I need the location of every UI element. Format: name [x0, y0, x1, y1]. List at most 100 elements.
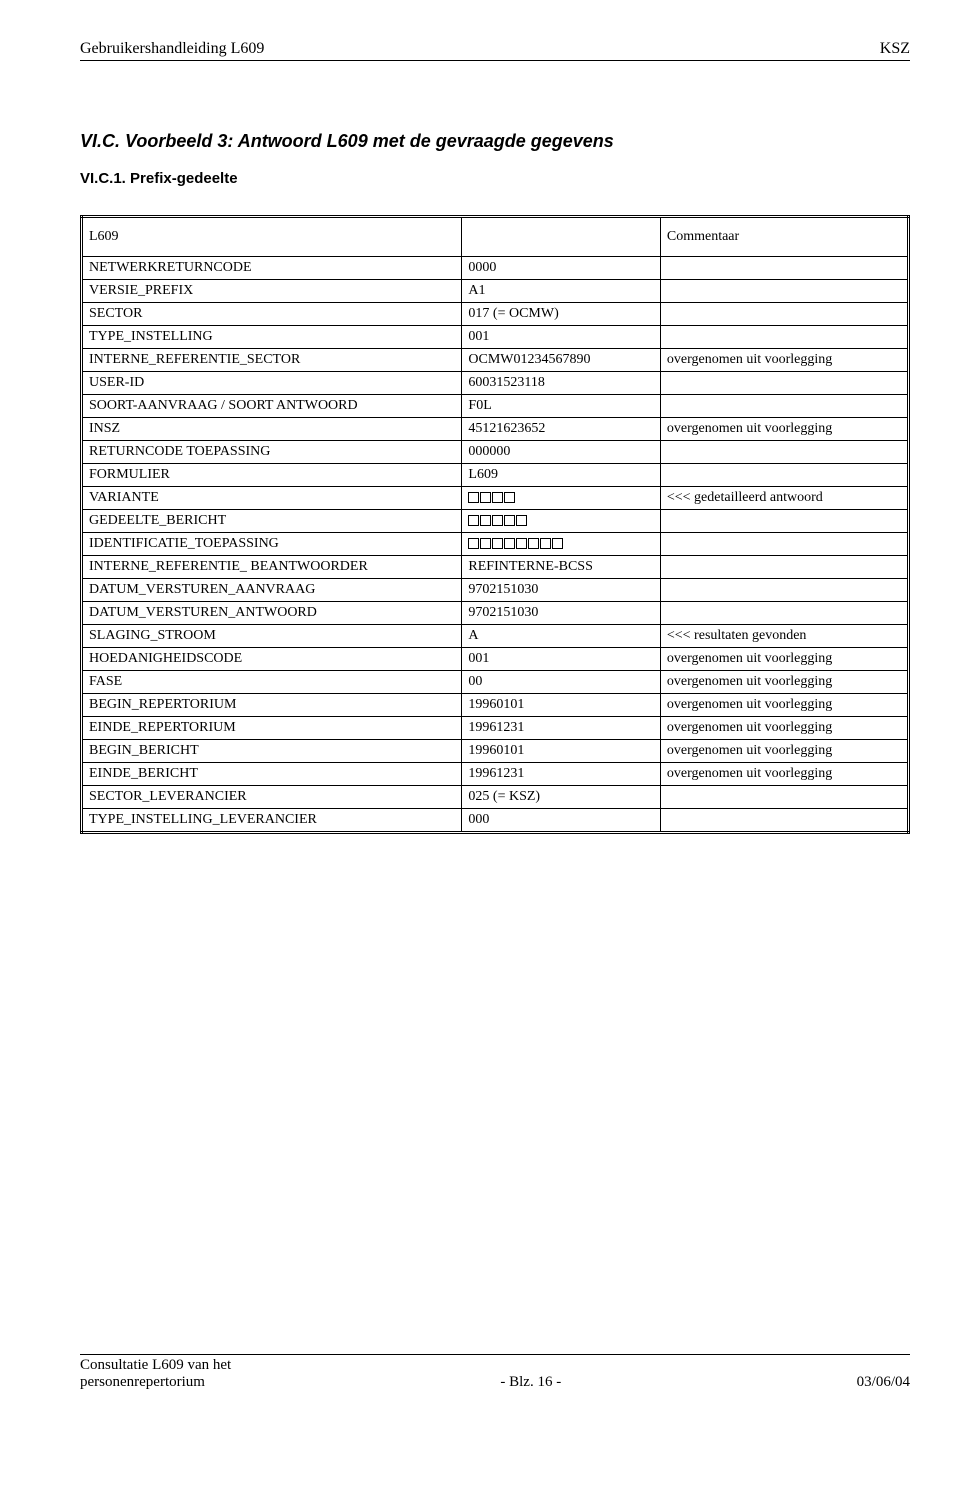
table-row: BEGIN_BERICHT19960101overgenomen uit voo…: [82, 740, 909, 763]
footer-rule: [80, 1354, 910, 1355]
row-field-name: VERSIE_PREFIX: [82, 280, 462, 303]
row-field-value: A: [462, 625, 660, 648]
row-field-value: 9702151030: [462, 602, 660, 625]
row-comment: [660, 395, 908, 418]
header-underline: [80, 60, 910, 61]
row-comment: <<< gedetailleerd antwoord: [660, 487, 908, 510]
box-icon: [492, 492, 503, 503]
row-field-name: HOEDANIGHEIDSCODE: [82, 648, 462, 671]
row-comment: overgenomen uit voorlegging: [660, 740, 908, 763]
row-field-value: 60031523118: [462, 372, 660, 395]
table-row: GEDEELTE_BERICHT: [82, 510, 909, 533]
row-field-name: SECTOR_LEVERANCIER: [82, 786, 462, 809]
table-row: SECTOR017 (= OCMW): [82, 303, 909, 326]
row-field-name: INSZ: [82, 418, 462, 441]
row-comment: overgenomen uit voorlegging: [660, 648, 908, 671]
row-field-value: L609: [462, 464, 660, 487]
row-field-name: FORMULIER: [82, 464, 462, 487]
row-field-value: [462, 533, 660, 556]
row-comment: <<< resultaten gevonden: [660, 625, 908, 648]
row-comment: [660, 280, 908, 303]
table-row: FORMULIERL609: [82, 464, 909, 487]
row-field-name: SOORT-AANVRAAG / SOORT ANTWOORD: [82, 395, 462, 418]
row-field-value: 45121623652: [462, 418, 660, 441]
row-field-name: INTERNE_REFERENTIE_ BEANTWOORDER: [82, 556, 462, 579]
row-field-name: EINDE_REPERTORIUM: [82, 717, 462, 740]
footer-left-line2: personenrepertorium: [80, 1374, 205, 1391]
row-field-name: BEGIN_BERICHT: [82, 740, 462, 763]
header-left: Gebruikershandleiding L609: [80, 40, 264, 58]
row-field-value: 000: [462, 809, 660, 833]
footer-left-line1: Consultatie L609 van het: [80, 1357, 910, 1374]
row-comment: [660, 257, 908, 280]
subsection-heading: VI.C.1. Prefix-gedeelte: [80, 170, 910, 187]
row-comment: overgenomen uit voorlegging: [660, 671, 908, 694]
row-field-value: F0L: [462, 395, 660, 418]
row-comment: overgenomen uit voorlegging: [660, 418, 908, 441]
row-field-value: 19960101: [462, 694, 660, 717]
table-row: RETURNCODE TOEPASSING000000: [82, 441, 909, 464]
row-field-name: TYPE_INSTELLING_LEVERANCIER: [82, 809, 462, 833]
table-row: TYPE_INSTELLING_LEVERANCIER000: [82, 809, 909, 833]
row-field-name: DATUM_VERSTUREN_AANVRAAG: [82, 579, 462, 602]
row-field-value: 001: [462, 326, 660, 349]
box-icon: [528, 538, 539, 549]
row-comment: [660, 303, 908, 326]
title-label-cell: L609: [82, 217, 462, 257]
box-icon: [492, 515, 503, 526]
row-field-value: 19961231: [462, 763, 660, 786]
row-field-value: A1: [462, 280, 660, 303]
row-field-value: OCMW01234567890: [462, 349, 660, 372]
header-right: KSZ: [880, 40, 910, 58]
box-icon: [492, 538, 503, 549]
row-field-value: 00: [462, 671, 660, 694]
table-row: HOEDANIGHEIDSCODE001overgenomen uit voor…: [82, 648, 909, 671]
row-field-name: IDENTIFICATIE_TOEPASSING: [82, 533, 462, 556]
row-field-name: EINDE_BERICHT: [82, 763, 462, 786]
box-icon: [468, 515, 479, 526]
row-comment: overgenomen uit voorlegging: [660, 763, 908, 786]
row-field-name: INTERNE_REFERENTIE_SECTOR: [82, 349, 462, 372]
row-field-value: 9702151030: [462, 579, 660, 602]
row-field-name: USER-ID: [82, 372, 462, 395]
title-middle-cell: [462, 217, 660, 257]
row-field-value: [462, 487, 660, 510]
table-row: NETWERKRETURNCODE0000: [82, 257, 909, 280]
row-comment: overgenomen uit voorlegging: [660, 717, 908, 740]
table-row: SLAGING_STROOMA<<< resultaten gevonden: [82, 625, 909, 648]
row-field-value: 0000: [462, 257, 660, 280]
box-icon: [504, 515, 515, 526]
row-comment: [660, 533, 908, 556]
row-field-name: GEDEELTE_BERICHT: [82, 510, 462, 533]
row-field-value: 000000: [462, 441, 660, 464]
box-icon: [504, 492, 515, 503]
box-icon: [552, 538, 563, 549]
empty-boxes: [468, 490, 516, 505]
prefix-table: L609CommentaarNETWERKRETURNCODE0000VERSI…: [80, 215, 910, 834]
row-field-name: FASE: [82, 671, 462, 694]
row-field-name: SLAGING_STROOM: [82, 625, 462, 648]
box-icon: [480, 515, 491, 526]
footer-right: 03/06/04: [857, 1374, 910, 1391]
page-header: Gebruikershandleiding L609 KSZ: [80, 40, 910, 58]
box-icon: [468, 538, 479, 549]
row-comment: [660, 786, 908, 809]
row-comment: [660, 510, 908, 533]
table-row: SECTOR_LEVERANCIER025 (= KSZ): [82, 786, 909, 809]
row-field-value: 19960101: [462, 740, 660, 763]
section-heading: VI.C. Voorbeeld 3: Antwoord L609 met de …: [80, 131, 910, 152]
table-row: FASE00overgenomen uit voorlegging: [82, 671, 909, 694]
row-field-value: 017 (= OCMW): [462, 303, 660, 326]
table-row: INTERNE_REFERENTIE_ BEANTWOORDERREFINTER…: [82, 556, 909, 579]
row-comment: [660, 464, 908, 487]
box-icon: [468, 492, 479, 503]
table-row: EINDE_BERICHT19961231overgenomen uit voo…: [82, 763, 909, 786]
table-title-row: L609Commentaar: [82, 217, 909, 257]
row-field-name: VARIANTE: [82, 487, 462, 510]
row-field-value: [462, 510, 660, 533]
row-comment: overgenomen uit voorlegging: [660, 349, 908, 372]
box-icon: [516, 538, 527, 549]
table-row: DATUM_VERSTUREN_AANVRAAG9702151030: [82, 579, 909, 602]
box-icon: [540, 538, 551, 549]
table-row: TYPE_INSTELLING001: [82, 326, 909, 349]
